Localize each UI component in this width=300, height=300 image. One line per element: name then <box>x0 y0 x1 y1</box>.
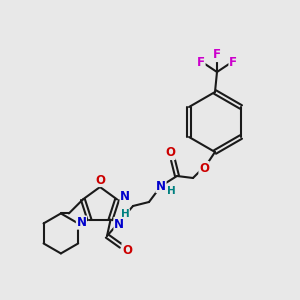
Text: O: O <box>122 244 132 256</box>
Text: O: O <box>165 146 175 160</box>
Text: H: H <box>121 209 129 219</box>
Text: N: N <box>76 216 86 229</box>
Text: O: O <box>199 161 209 175</box>
Text: N: N <box>114 218 124 230</box>
Text: H: H <box>167 186 176 196</box>
Text: F: F <box>213 49 221 62</box>
Text: F: F <box>229 56 237 68</box>
Text: N: N <box>156 179 166 193</box>
Text: F: F <box>197 56 205 68</box>
Text: O: O <box>95 173 105 187</box>
Text: N: N <box>120 190 130 203</box>
